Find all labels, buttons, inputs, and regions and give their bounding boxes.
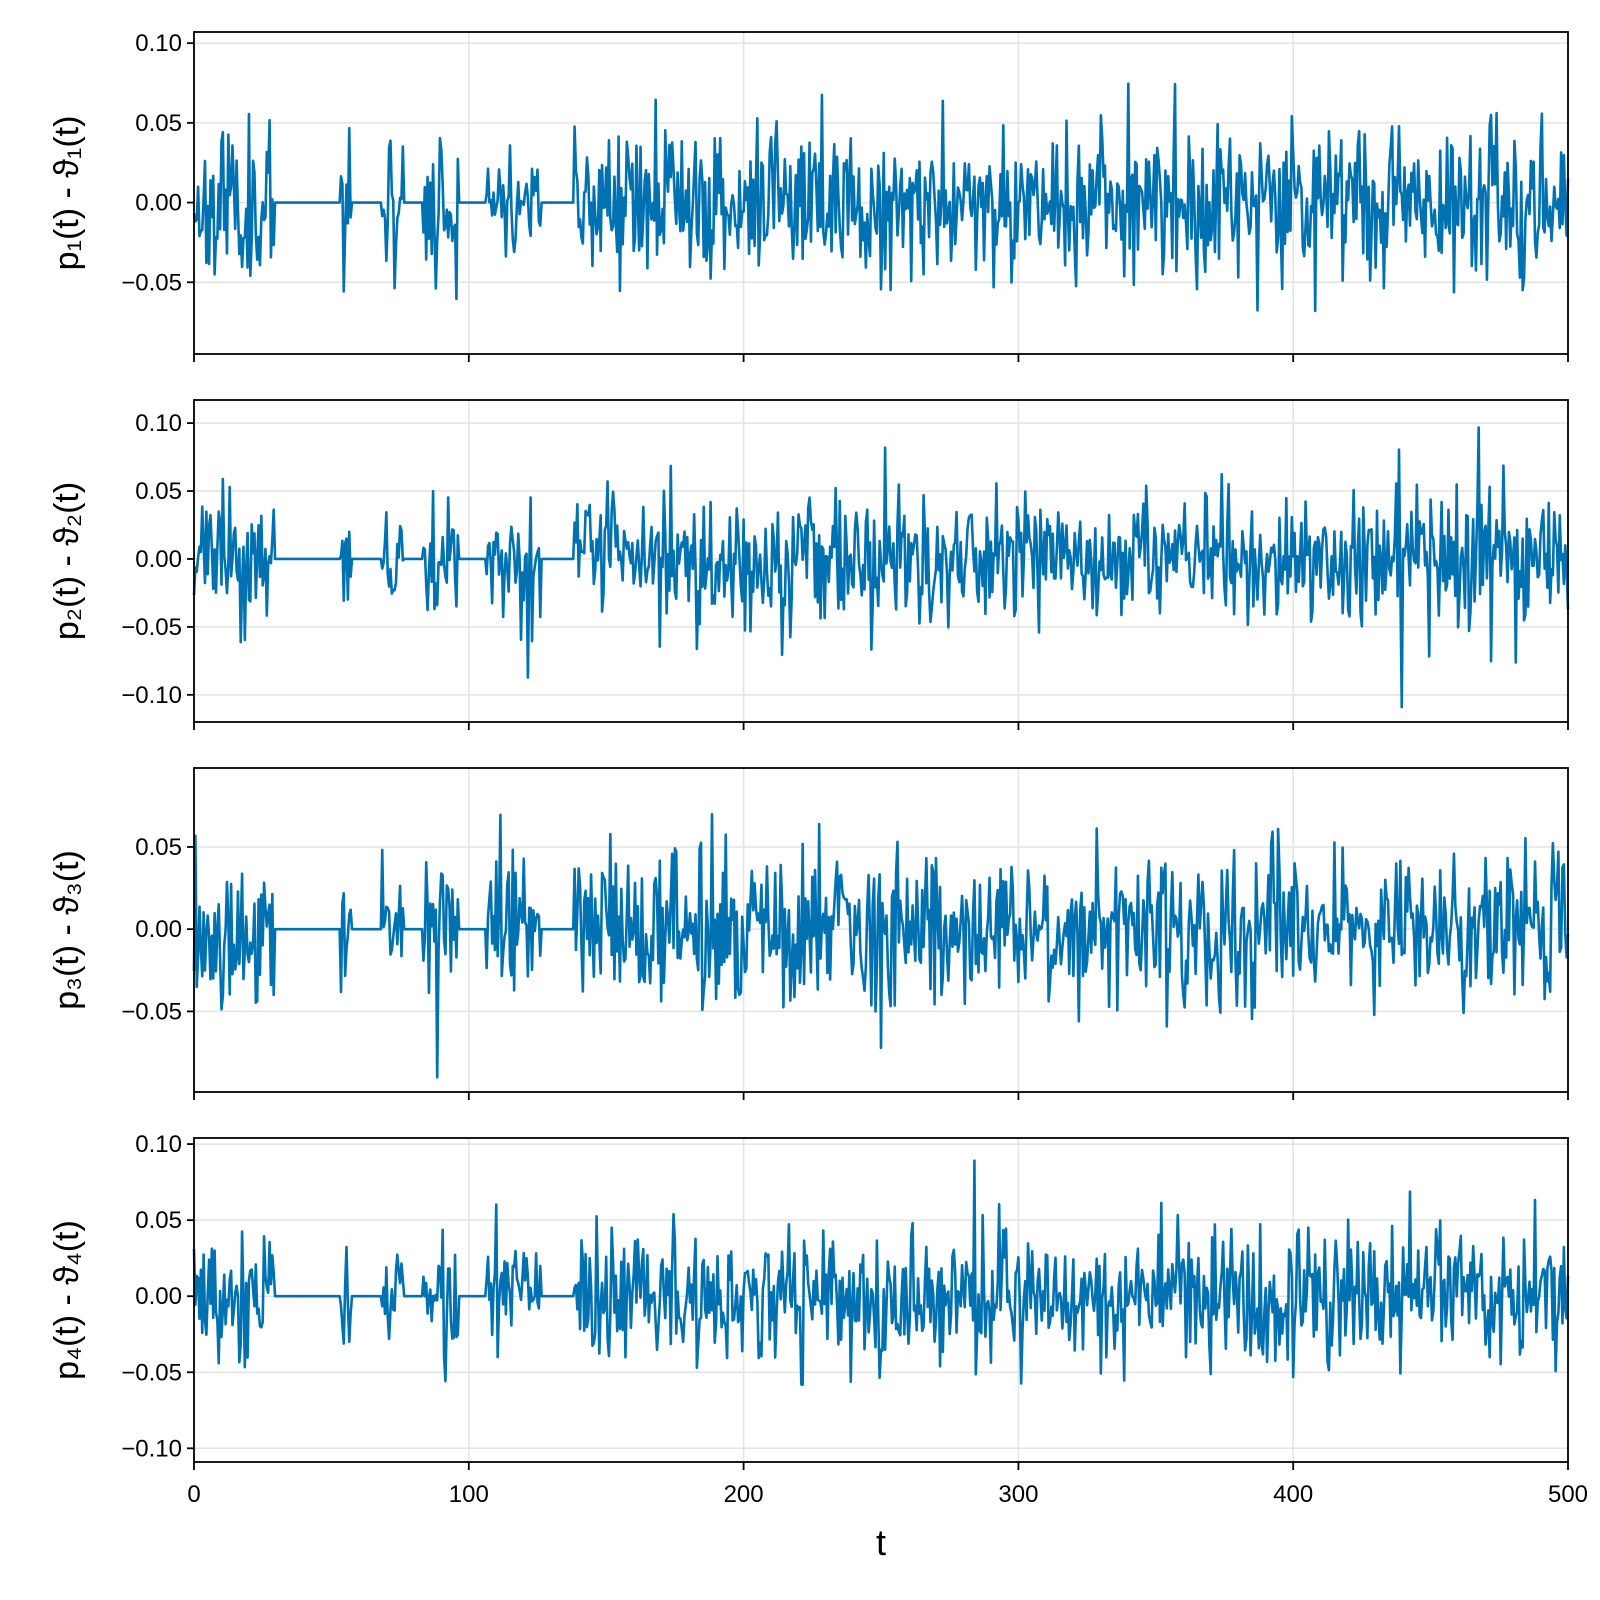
x-axis-label: t <box>876 1522 886 1563</box>
y-tick-label: −0.05 <box>121 998 182 1025</box>
x-tick-label: 0 <box>187 1481 200 1508</box>
panel-2: 0.10 0.05 0.00 −0.05 −0.10 p₂(t) - ϑ₂(t) <box>48 399 1570 730</box>
y-tick-label: 0.00 <box>135 190 182 217</box>
y-tick-label: 0.00 <box>135 916 182 943</box>
panel-4: 0.10 0.05 0.00 −0.05 −0.100 100 200 300 400 500 p₄… <box>48 1131 1588 1508</box>
y-tick-label: 0.05 <box>135 110 182 137</box>
series-line-2 <box>192 426 1570 709</box>
y-axis-label: p₄(t) - ϑ₄(t) <box>48 1220 86 1380</box>
y-tick-label: 0.10 <box>135 1131 182 1158</box>
x-tick-label: 300 <box>998 1481 1038 1508</box>
y-axis-label: p₃(t) - ϑ₃(t) <box>48 850 86 1010</box>
y-tick-label: −0.10 <box>121 1435 182 1462</box>
panel-1: 0.10 0.05 0.00 −0.05 p₁(t) - ϑ₁(t) <box>48 30 1570 362</box>
y-tick-label: 0.10 <box>135 30 182 57</box>
y-axis-label: p₁(t) - ϑ₁(t) <box>48 116 86 271</box>
y-tick-label: 0.05 <box>135 834 182 861</box>
plot-frame <box>193 399 1569 723</box>
y-tick-label: 0.00 <box>135 546 182 573</box>
plot-frame <box>193 31 1569 355</box>
y-axis-label: p₂(t) - ϑ₂(t) <box>48 482 86 640</box>
series-line-1 <box>192 82 1570 313</box>
y-tick-label: 0.05 <box>135 1207 182 1234</box>
x-tick-label: 200 <box>724 1481 764 1508</box>
series-line-4 <box>192 1159 1570 1386</box>
x-tick-label: 500 <box>1548 1481 1588 1508</box>
x-tick-label: 100 <box>449 1481 489 1508</box>
y-tick-label: 0.00 <box>135 1283 182 1310</box>
panel-3: 0.05 0.00 −0.05 p₃(t) - ϑ₃(t) <box>48 767 1570 1100</box>
plot-frame <box>193 1137 1569 1463</box>
y-tick-label: −0.05 <box>121 1359 182 1386</box>
y-tick-label: −0.05 <box>121 269 182 296</box>
y-tick-label: 0.10 <box>135 410 182 437</box>
y-tick-label: −0.10 <box>121 682 182 709</box>
y-tick-label: 0.05 <box>135 478 182 505</box>
series-line-3 <box>192 812 1570 1079</box>
x-tick-label: 400 <box>1273 1481 1313 1508</box>
y-tick-label: −0.05 <box>121 614 182 641</box>
